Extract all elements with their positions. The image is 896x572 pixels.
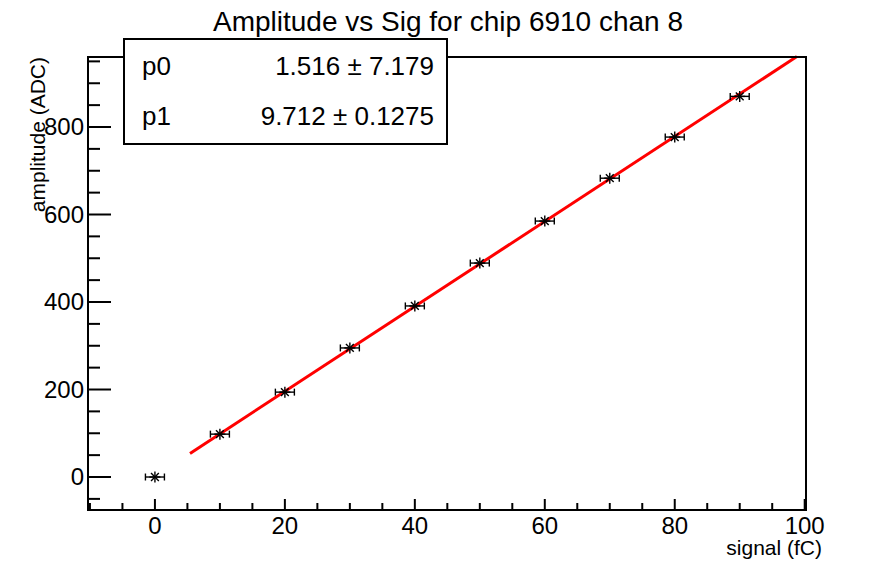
x-tick-label: 60 xyxy=(531,512,558,539)
data-point xyxy=(145,472,164,483)
x-tick-label: 20 xyxy=(272,512,299,539)
y-tick-label: 0 xyxy=(71,463,84,490)
x-tick-label: 0 xyxy=(148,512,161,539)
param-value: 9.712 ± 0.1275 xyxy=(261,101,434,132)
param-name: p0 xyxy=(142,51,171,82)
x-tick-label: 80 xyxy=(661,512,688,539)
x-tick-label: 100 xyxy=(785,512,825,539)
stats-row-p1: p1 9.712 ± 0.1275 xyxy=(142,101,434,132)
y-axis-title: amplitude (ADC) xyxy=(26,57,50,212)
y-tick-label: 200 xyxy=(44,376,84,403)
y-tick-label: 400 xyxy=(44,288,84,315)
param-name: p1 xyxy=(142,101,171,132)
x-tick-label: 40 xyxy=(401,512,428,539)
param-value: 1.516 ± 7.179 xyxy=(275,51,434,82)
root-canvas: Amplitude vs Sig for chip 6910 chan 8 02… xyxy=(0,0,896,572)
data-point xyxy=(730,91,749,102)
stats-row-p0: p0 1.516 ± 7.179 xyxy=(142,51,434,82)
x-axis-ticks: 0 20 40 60 80 100 xyxy=(90,499,825,539)
y-axis-ticks: 0200400600800 xyxy=(44,61,111,499)
x-axis-title: signal (fC) xyxy=(0,536,822,560)
fit-stats-box: p0 1.516 ± 7.179 p1 9.712 ± 0.1275 xyxy=(123,38,448,145)
